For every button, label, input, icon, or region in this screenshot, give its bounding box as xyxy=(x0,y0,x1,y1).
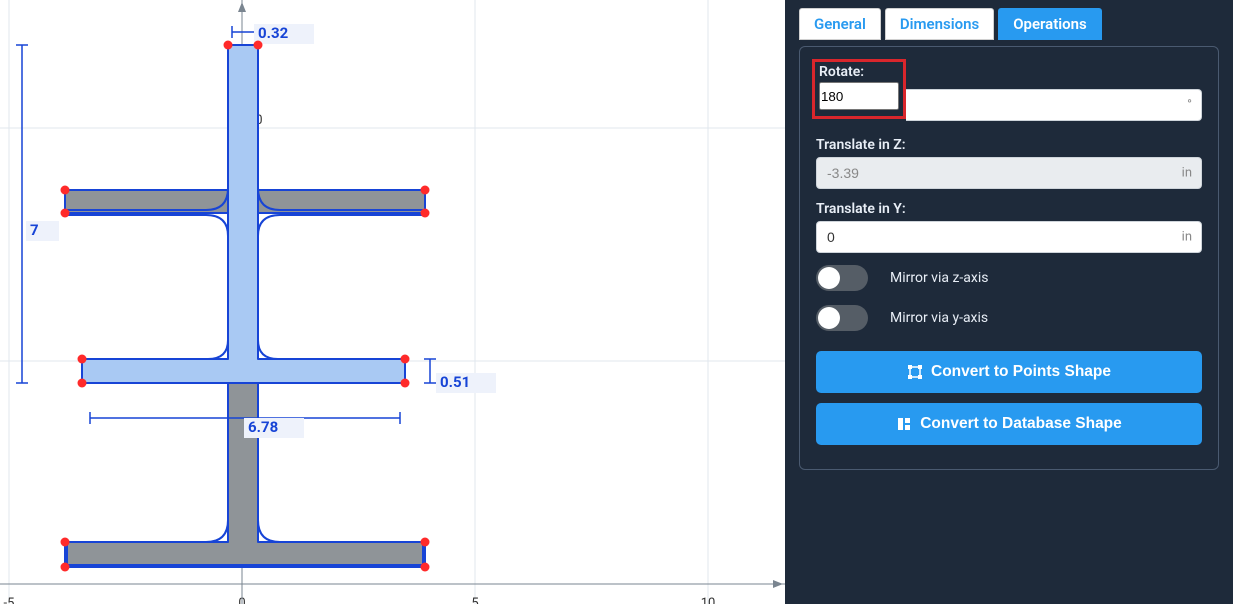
translate-y-input[interactable] xyxy=(816,221,1202,253)
tab-dimensions[interactable]: Dimensions xyxy=(885,8,994,40)
operations-panel: Rotate: ° Translate in Z: in Translate i… xyxy=(799,46,1219,470)
svg-text:6.78: 6.78 xyxy=(248,418,278,436)
convert-db-label: Convert to Database Shape xyxy=(920,415,1122,433)
rotate-unit: ° xyxy=(1187,98,1192,113)
diagram-svg: -505105100.3270.516.78 xyxy=(0,0,785,604)
svg-text:5: 5 xyxy=(471,596,478,604)
section-canvas[interactable]: -505105100.3270.516.78 xyxy=(0,0,785,604)
rotate-label: Rotate: xyxy=(819,64,899,80)
tz-unit: in xyxy=(1182,166,1192,181)
points-icon xyxy=(907,364,923,380)
ty-label: Translate in Y: xyxy=(816,201,1202,217)
convert-points-label: Convert to Points Shape xyxy=(931,363,1111,381)
tz-label: Translate in Z: xyxy=(816,137,1202,153)
convert-points-button[interactable]: Convert to Points Shape xyxy=(816,351,1202,393)
mirror-z-toggle[interactable] xyxy=(816,265,868,291)
svg-text:0.32: 0.32 xyxy=(258,24,289,42)
translate-z-input xyxy=(816,157,1202,189)
database-icon xyxy=(896,416,912,432)
mirror-z-label: Mirror via z-axis xyxy=(890,270,988,286)
mirror-y-label: Mirror via y-axis xyxy=(890,310,988,326)
rotate-input[interactable] xyxy=(819,82,899,110)
ty-unit: in xyxy=(1182,230,1192,245)
svg-text:0.51: 0.51 xyxy=(440,373,470,391)
svg-text:10: 10 xyxy=(701,596,716,604)
rotate-highlight: Rotate: xyxy=(812,59,906,119)
rotate-input-ext xyxy=(906,89,1202,121)
mirror-y-toggle[interactable] xyxy=(816,305,868,331)
sidebar: General Dimensions Operations Rotate: ° … xyxy=(785,0,1233,604)
tab-operations[interactable]: Operations xyxy=(998,8,1102,40)
tabs: General Dimensions Operations xyxy=(799,8,1219,40)
svg-text:-5: -5 xyxy=(4,596,15,604)
convert-db-button[interactable]: Convert to Database Shape xyxy=(816,403,1202,445)
tab-general[interactable]: General xyxy=(799,8,881,40)
svg-text:7: 7 xyxy=(30,221,39,239)
